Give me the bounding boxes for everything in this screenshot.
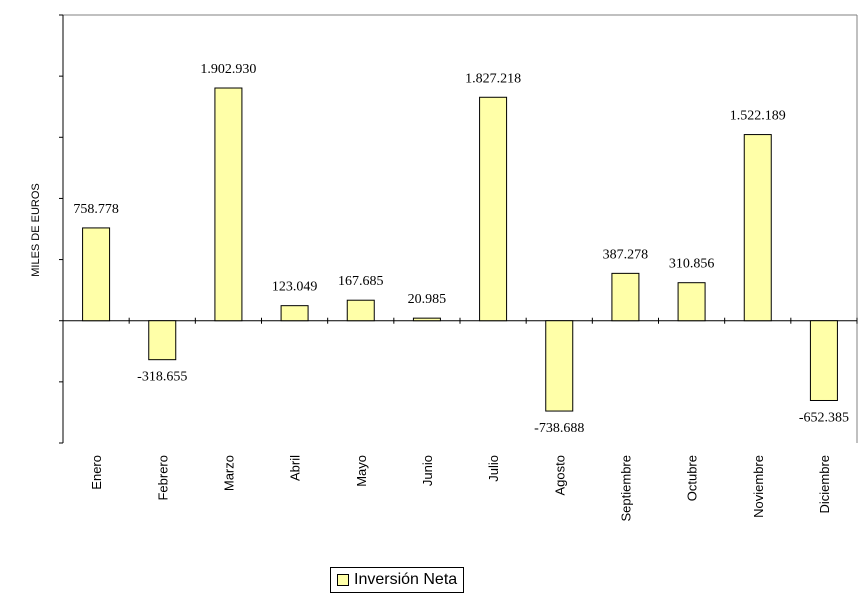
bar-febrero: [148, 320, 177, 361]
bar-abril: [280, 305, 309, 322]
bar-agosto: [545, 320, 574, 412]
legend-label: Inversión Neta: [354, 571, 458, 588]
x-tick-label-julio: Julio: [486, 455, 501, 482]
legend: Inversión Neta: [330, 567, 465, 593]
bar-octubre: [677, 282, 706, 322]
x-tick-label-enero: Enero: [89, 455, 104, 490]
legend-swatch: [337, 574, 349, 586]
bar-enero: [82, 227, 111, 322]
x-tick-label-abril: Abril: [288, 455, 303, 481]
data-label-octubre: 310.856: [669, 257, 715, 272]
bar-septiembre: [611, 272, 640, 322]
y-axis-label: MILES DE EUROS: [30, 183, 42, 277]
data-label-marzo: 1.902.930: [200, 62, 256, 77]
x-tick-label-diciembre: Diciembre: [817, 455, 832, 514]
x-tick-label-agosto: Agosto: [552, 455, 567, 495]
bar-junio: [412, 317, 441, 322]
x-tick-label-mayo: Mayo: [354, 455, 369, 487]
data-label-julio: 1.827.218: [465, 71, 521, 86]
x-tick-label-marzo: Marzo: [221, 455, 236, 491]
x-tick-label-febrero: Febrero: [155, 455, 170, 501]
x-tick-label-octubre: Octubre: [685, 455, 700, 501]
x-tick-label-noviembre: Noviembre: [751, 455, 766, 518]
x-tick-label-septiembre: Septiembre: [618, 455, 633, 521]
data-label-junio: 20.985: [408, 292, 447, 307]
data-label-abril: 123.049: [272, 280, 318, 295]
data-label-enero: 758.778: [73, 202, 119, 217]
x-tick-label-junio: Junio: [420, 455, 435, 486]
bar-mayo: [346, 299, 375, 322]
bar-diciembre: [809, 320, 838, 401]
data-label-agosto: -738.688: [534, 421, 584, 436]
data-label-septiembre: 387.278: [603, 247, 649, 262]
data-label-febrero: -318.655: [137, 370, 187, 385]
bar-julio: [479, 96, 508, 322]
data-label-diciembre: -652.385: [799, 410, 849, 425]
bar-marzo: [214, 87, 243, 322]
data-label-mayo: 167.685: [338, 274, 384, 289]
data-label-noviembre: 1.522.189: [730, 109, 786, 124]
bar-noviembre: [743, 134, 772, 322]
